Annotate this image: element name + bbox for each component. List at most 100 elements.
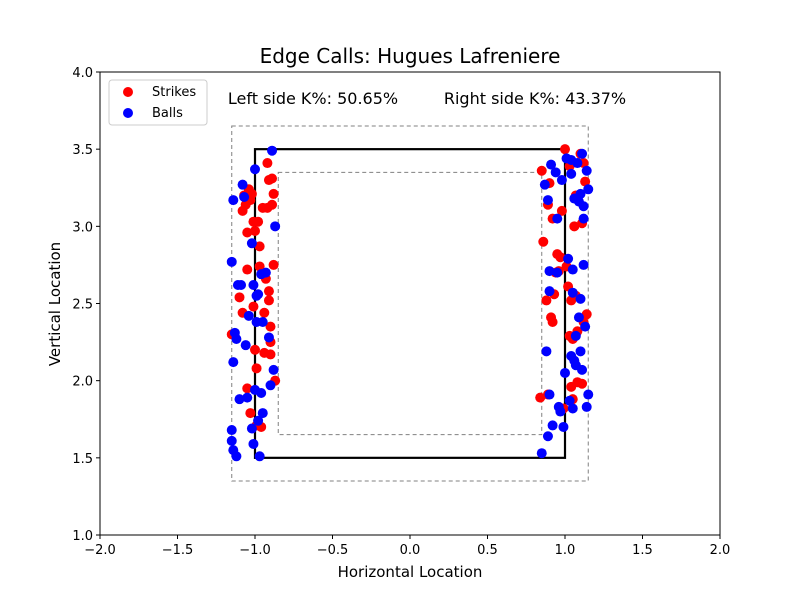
ball-point <box>577 364 588 375</box>
ball-point <box>558 421 569 432</box>
ball-point <box>560 367 570 378</box>
ball-point <box>566 350 577 361</box>
y-tick-label: 3.5 <box>72 143 93 158</box>
strike-point <box>555 252 566 263</box>
strike-point <box>234 292 245 303</box>
ball-point <box>578 259 589 270</box>
strike-point <box>560 144 570 155</box>
ball-point <box>228 357 239 368</box>
strike-point <box>566 381 577 392</box>
legend-balls-label: Balls <box>152 106 183 121</box>
outer-zone-rect <box>231 125 589 482</box>
legend-strikes-label: Strikes <box>152 85 196 100</box>
strike-point <box>538 236 549 247</box>
ball-point <box>552 213 563 224</box>
ball-point <box>250 164 260 175</box>
x-axis-label: Horizontal Location <box>338 563 483 581</box>
ball-point <box>237 179 248 190</box>
strike-point <box>267 173 278 184</box>
legend-box <box>108 79 208 126</box>
strike-point <box>547 317 558 328</box>
strike-point <box>569 221 580 232</box>
ball-point <box>563 253 574 264</box>
strike-point <box>246 188 257 199</box>
ball-point <box>270 221 281 232</box>
ball-point <box>257 317 268 328</box>
strike-point <box>253 216 264 227</box>
y-tick-label: 1.5 <box>72 452 93 467</box>
ball-point <box>567 287 578 298</box>
x-tick-label: 2.0 <box>710 543 731 558</box>
inner-zone-rect <box>277 171 543 436</box>
ball-point <box>556 175 567 186</box>
x-axis-ticks: −2.0 −1.5 −1.0 −0.5 0.0 0.5 1.0 1.5 2.0 <box>84 535 730 558</box>
y-tick-label: 1.0 <box>72 529 93 544</box>
y-tick-label: 2.0 <box>72 375 93 390</box>
ball-point <box>539 179 550 190</box>
ball-point <box>547 420 558 431</box>
ball-point <box>575 188 586 199</box>
ball-point <box>231 333 242 344</box>
ball-point <box>580 321 591 332</box>
ball-point <box>256 388 267 399</box>
ball-point <box>242 392 253 403</box>
legend: Strikes Balls <box>108 79 208 126</box>
strike-point <box>268 188 279 199</box>
ball-point <box>234 394 245 405</box>
strike-point <box>267 199 278 210</box>
ball-point <box>268 364 279 375</box>
data-points <box>226 144 594 462</box>
ball-point <box>578 201 589 212</box>
ball-point <box>536 448 547 459</box>
ball-point <box>541 346 552 357</box>
ball-point <box>581 401 592 412</box>
y-axis-label: Vertical Location <box>46 242 64 366</box>
ball-point <box>544 266 555 277</box>
ball-point <box>263 332 274 343</box>
ball-point <box>575 346 586 357</box>
strike-point <box>259 307 270 318</box>
ball-point <box>544 286 555 297</box>
strike-point <box>250 344 260 355</box>
ball-point <box>575 293 586 304</box>
ball-point <box>253 289 264 300</box>
x-tick-label: 1.0 <box>555 543 576 558</box>
x-tick-label: 0.5 <box>477 543 498 558</box>
x-tick-label: 1.5 <box>632 543 653 558</box>
ball-point <box>583 389 594 400</box>
strike-point <box>242 264 253 275</box>
ball-point <box>583 184 594 195</box>
ball-point <box>243 310 254 321</box>
plot-area <box>100 72 720 535</box>
ball-point <box>267 145 278 156</box>
ball-point <box>581 165 592 176</box>
strike-point <box>268 259 279 270</box>
left-side-k-annotation: Left side K%: 50.65% <box>228 89 398 108</box>
strike-point <box>262 158 273 169</box>
legend-balls-marker <box>123 108 133 118</box>
strike-point <box>245 408 256 419</box>
strike-point <box>254 261 265 272</box>
ball-point <box>546 159 557 170</box>
ball-point <box>567 403 578 414</box>
ball-point <box>552 267 563 278</box>
ball-point <box>226 435 237 446</box>
ball-point <box>567 264 578 275</box>
strike-point <box>265 349 276 360</box>
right-side-k-annotation: Right side K%: 43.37% <box>444 89 626 108</box>
ball-point <box>265 380 276 391</box>
y-tick-label: 4.0 <box>72 66 93 81</box>
strike-point <box>581 309 592 320</box>
strike-point <box>254 241 265 252</box>
ball-point <box>550 167 561 178</box>
strike-point <box>242 227 253 238</box>
strike-point <box>580 176 591 187</box>
strike-point <box>577 378 588 389</box>
strike-point <box>265 321 276 332</box>
ball-point <box>544 389 555 400</box>
strike-point <box>251 363 262 374</box>
ball-point <box>542 431 553 442</box>
x-tick-label: 0.0 <box>400 543 421 558</box>
